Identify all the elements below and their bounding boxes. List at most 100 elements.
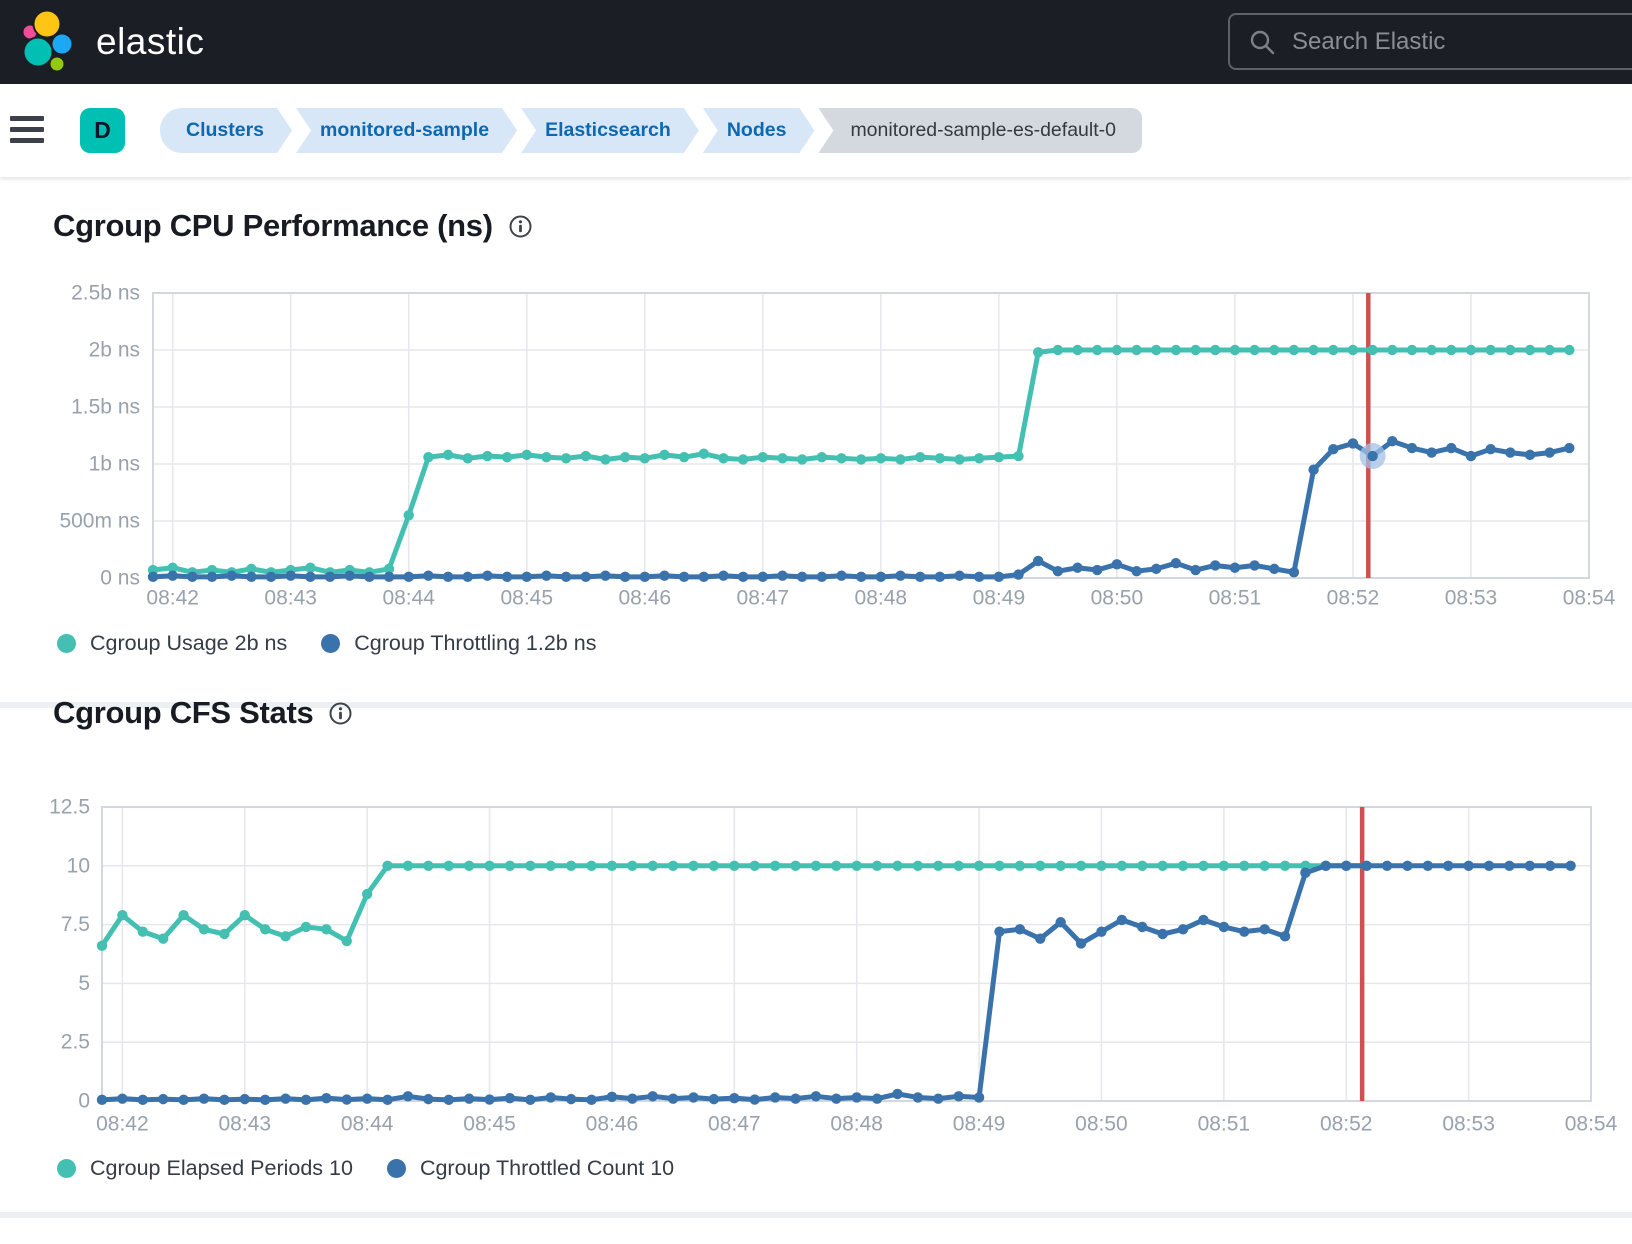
data-point-marker: [1465, 450, 1477, 462]
cgroup-cfs-stats-chart[interactable]: 0 2.5 5 7.5 10 12.5 08:42 08:43 08:44 08:45 08:46 0…: [0, 778, 1632, 1135]
data-point-marker: [667, 860, 679, 871]
global-search-box[interactable]: [1228, 13, 1632, 70]
data-point-marker: [1308, 344, 1319, 356]
space-badge[interactable]: D: [80, 108, 125, 153]
data-point-marker: [96, 1094, 108, 1106]
data-point-marker: [482, 450, 493, 462]
x-axis-tick-label: 08:45: [463, 1113, 516, 1135]
data-point-marker: [1249, 344, 1260, 356]
data-point-marker: [934, 571, 946, 583]
data-point-marker: [600, 454, 611, 465]
cgroup-cpu-performance-chart[interactable]: 0 ns 500m ns 1b ns 1.5b ns 2b ns 2.5b ns 08:42…: [0, 264, 1632, 620]
data-point-marker: [423, 1093, 434, 1105]
data-point-marker: [157, 1093, 169, 1105]
data-point-marker: [790, 860, 801, 871]
data-point-marker: [1035, 860, 1046, 871]
breadcrumb-item-0[interactable]: Clusters: [160, 108, 292, 153]
data-point-marker: [1564, 344, 1575, 356]
data-point-marker: [545, 860, 556, 871]
data-point-marker: [678, 571, 690, 583]
brand-wordmark: elastic: [96, 21, 205, 62]
y-axis-tick-label: 0 ns: [100, 567, 140, 590]
menu-toggle-button[interactable]: [10, 116, 44, 144]
data-point-marker: [914, 571, 926, 583]
breadcrumb-item-2[interactable]: Elasticsearch: [521, 108, 699, 153]
data-point-marker: [1131, 344, 1142, 356]
legend-item[interactable]: Cgroup Throttling 1.2b ns: [321, 631, 596, 656]
x-axis-tick-label: 08:47: [708, 1113, 761, 1135]
data-point-marker: [525, 860, 536, 871]
data-point-marker: [1544, 344, 1555, 356]
x-axis-tick-label: 08:49: [953, 1113, 1006, 1135]
data-point-marker: [1381, 860, 1393, 871]
data-point-marker: [219, 1094, 230, 1106]
y-axis-tick-label: 5: [78, 972, 90, 995]
data-point-marker: [403, 510, 414, 521]
data-point-marker: [117, 909, 128, 921]
info-icon[interactable]: [329, 702, 352, 725]
data-point-marker: [442, 571, 454, 583]
breadcrumb-item-3[interactable]: Nodes: [703, 108, 815, 153]
data-point-marker: [586, 860, 597, 871]
x-axis-tick-label: 08:51: [1198, 1113, 1251, 1135]
data-point-marker: [1387, 436, 1398, 447]
data-point-marker: [525, 1094, 536, 1106]
data-point-marker: [1111, 559, 1123, 570]
data-point-marker: [777, 570, 788, 581]
data-point-marker: [659, 570, 670, 581]
x-axis-tick-label: 08:44: [382, 587, 435, 610]
data-point-marker: [259, 924, 271, 935]
data-point-marker: [423, 570, 434, 581]
data-point-marker: [321, 924, 332, 935]
legend-item[interactable]: Cgroup Throttled Count 10: [386, 1156, 674, 1181]
data-point-marker: [831, 1093, 842, 1104]
data-point-marker: [606, 860, 618, 871]
data-point-marker: [341, 935, 352, 947]
data-point-marker: [501, 571, 513, 583]
x-axis-tick-label: 08:53: [1442, 1113, 1495, 1135]
y-axis-tick-label: 2.5: [61, 1031, 90, 1054]
data-point-marker: [1131, 565, 1142, 577]
breadcrumb-item-1[interactable]: monitored-sample: [296, 108, 517, 153]
breadcrumb-bar: D Clusters monitored-sample Elasticsearch N…: [0, 84, 1632, 177]
x-axis-tick-label: 08:47: [737, 587, 790, 610]
data-point-marker: [1328, 443, 1339, 455]
data-point-marker: [1075, 860, 1087, 871]
data-point-marker: [1072, 344, 1083, 356]
data-point-marker: [300, 921, 312, 933]
data-point-marker: [1564, 442, 1575, 454]
legend-item[interactable]: Cgroup Elapsed Periods 10: [57, 1156, 353, 1181]
data-point-marker: [1218, 921, 1230, 933]
data-point-marker: [973, 860, 985, 871]
y-axis-tick-label: 1.5b ns: [71, 396, 140, 419]
data-point-marker: [1485, 443, 1496, 455]
data-point-marker: [1545, 860, 1556, 871]
data-point-marker: [836, 570, 847, 581]
x-axis-tick-label: 08:51: [1209, 587, 1262, 610]
chart-title-text: Cgroup CPU Performance (ns): [53, 208, 493, 243]
data-point-marker: [1279, 931, 1291, 942]
x-axis-tick-label: 08:46: [619, 587, 672, 610]
data-point-marker: [912, 1092, 924, 1103]
data-point-marker: [855, 571, 867, 583]
data-point-marker: [1269, 344, 1280, 356]
x-axis-tick-label: 08:52: [1327, 587, 1380, 610]
plot-border: [101, 806, 1592, 1102]
data-point-marker: [1055, 860, 1066, 871]
x-axis-tick-label: 08:50: [1091, 587, 1144, 610]
data-point-marker: [361, 1093, 373, 1104]
search-input[interactable]: [1290, 26, 1594, 57]
cfs-stats-legend: Cgroup Elapsed Periods 10 Cgroup Throttle…: [57, 1156, 674, 1181]
data-point-marker: [521, 571, 532, 583]
data-point-marker: [659, 449, 670, 461]
legend-item[interactable]: Cgroup Usage 2b ns: [57, 631, 287, 656]
data-point-marker: [895, 570, 906, 581]
data-point-marker: [1465, 344, 1477, 356]
elastic-brand[interactable]: elastic: [0, 10, 204, 74]
data-point-marker: [565, 860, 577, 871]
data-point-marker: [1013, 569, 1024, 580]
info-icon[interactable]: [509, 215, 532, 238]
data-point-marker: [973, 571, 985, 583]
data-point-marker: [1504, 860, 1515, 871]
data-point-marker: [810, 860, 822, 871]
